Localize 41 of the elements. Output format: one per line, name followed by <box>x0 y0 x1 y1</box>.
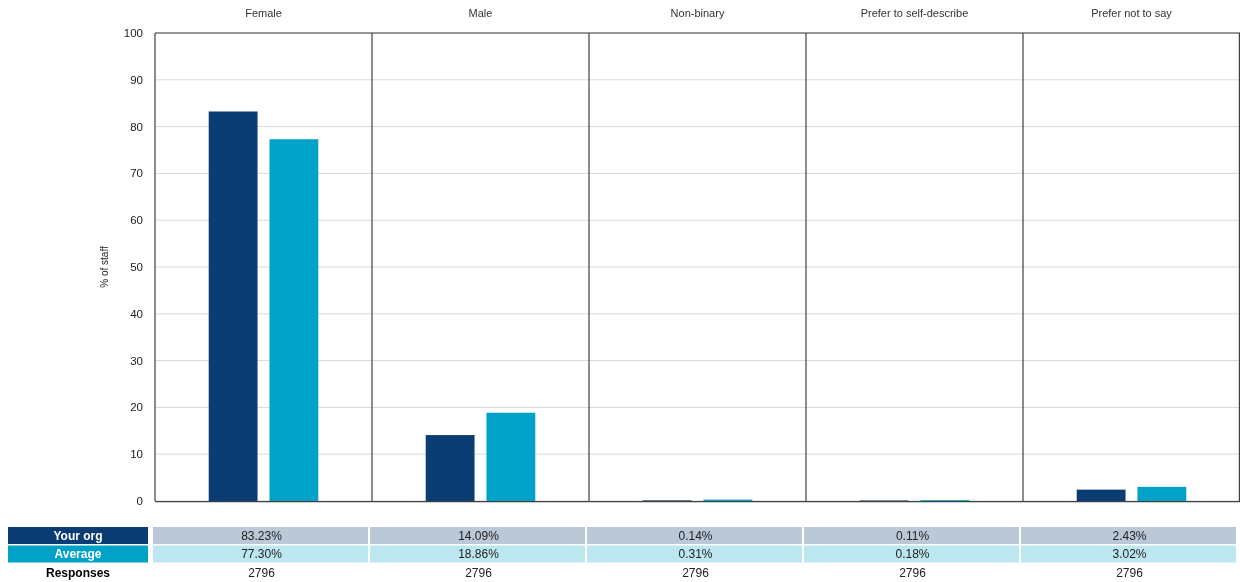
y-tick-label: 100 <box>123 27 143 40</box>
x-tick-label: Non-binary <box>670 7 725 19</box>
bar <box>269 139 319 501</box>
y-tick-label: 10 <box>130 448 143 461</box>
y-tick-label: 20 <box>130 401 143 414</box>
y-tick-label: 70 <box>130 167 143 180</box>
bar <box>1137 486 1187 501</box>
data-label: 18.86% <box>458 547 500 562</box>
text: 2796 <box>1116 565 1144 580</box>
x-tick-label: Prefer not to say <box>1091 7 1173 19</box>
text: 2796 <box>899 565 927 580</box>
x-tick-label: Male <box>468 7 493 19</box>
x-tick-label: Prefer to self-describe <box>860 7 969 19</box>
x-tick-label: Female <box>245 7 282 19</box>
text: 2796 <box>682 565 710 580</box>
data-label: 83.23% <box>241 528 283 543</box>
data-label: 0.11% <box>895 528 930 543</box>
data-label: 0.31% <box>678 547 713 562</box>
bar <box>208 111 258 501</box>
data-label: 0.18% <box>895 547 930 562</box>
bar <box>425 435 475 501</box>
bar <box>486 412 536 501</box>
data-label: 3.02% <box>1112 547 1147 562</box>
y-tick-label: 80 <box>130 120 143 133</box>
y-tick-label: 50 <box>130 261 143 274</box>
y-tick-label: 40 <box>130 307 143 320</box>
y-tick-label: 0 <box>136 495 143 508</box>
data-label: 14.09% <box>458 528 500 543</box>
data-label: 77.30% <box>241 547 283 562</box>
text: Average <box>54 547 102 562</box>
y-tick-label: 60 <box>130 214 143 227</box>
data-label: 2.43% <box>1112 528 1147 543</box>
data-label: 0.14% <box>678 528 713 543</box>
text: 2796 <box>248 565 276 580</box>
text: 2796 <box>465 565 493 580</box>
bar <box>1076 489 1126 501</box>
y-tick-label: 30 <box>130 354 143 367</box>
text: Your org <box>53 528 103 543</box>
y-tick-label: 90 <box>130 73 143 86</box>
y-axis-title: % of staff <box>99 246 110 288</box>
text: Responses <box>45 565 111 580</box>
